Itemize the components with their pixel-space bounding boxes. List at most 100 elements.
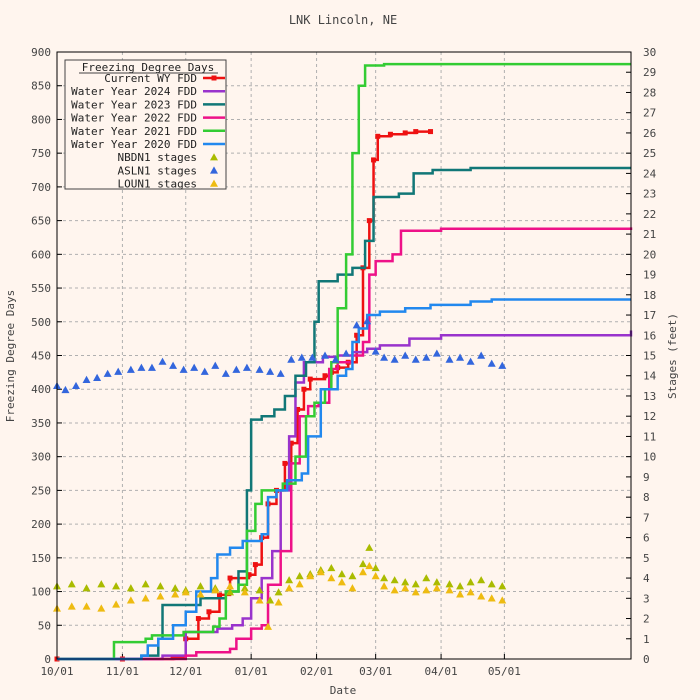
fdd-point xyxy=(227,575,233,581)
stage-point xyxy=(200,367,209,375)
fdd-point xyxy=(428,129,434,135)
y2-tick-label: 20 xyxy=(643,248,656,261)
stage-point xyxy=(67,580,76,588)
fdd-point xyxy=(402,130,408,136)
stage-point xyxy=(477,351,486,359)
stage-point xyxy=(61,385,70,394)
y-tick-label: 300 xyxy=(31,451,51,464)
y2-tick-label: 30 xyxy=(643,46,656,59)
stage-point xyxy=(97,604,106,612)
stage-point xyxy=(141,580,150,588)
stage-point xyxy=(352,321,361,329)
legend-marker xyxy=(210,153,218,161)
y-tick-label: 400 xyxy=(31,383,51,396)
stage-point xyxy=(285,576,294,584)
y2-tick-label: 21 xyxy=(643,228,656,241)
legend-entry-label: Water Year 2024 FDD xyxy=(71,85,197,98)
stage-point xyxy=(97,580,106,588)
stage-point xyxy=(126,584,135,592)
series-current-wy-fdd xyxy=(54,129,434,662)
stage-point xyxy=(477,576,486,584)
stage-point xyxy=(266,596,275,604)
stage-point xyxy=(255,596,264,604)
y-tick-label: 350 xyxy=(31,417,51,430)
y2-tick-label: 4 xyxy=(643,572,650,585)
fdd-point xyxy=(371,157,377,163)
y2-tick-label: 5 xyxy=(643,552,650,565)
legend: Freezing Degree Days Current WY FDDWater… xyxy=(64,59,227,191)
y2-tick-label: 6 xyxy=(643,532,650,545)
stage-point xyxy=(380,582,389,590)
y2-tick-label: 1 xyxy=(643,633,650,646)
stage-point xyxy=(371,347,380,355)
legend-title: Freezing Degree Days xyxy=(82,61,214,74)
legend-marker xyxy=(210,179,218,187)
stage-point xyxy=(295,580,304,588)
stage-point xyxy=(126,596,135,604)
stage-point xyxy=(297,353,306,361)
stage-point xyxy=(226,588,235,596)
y2-tick-label: 22 xyxy=(643,208,656,221)
fdd-point xyxy=(413,129,419,135)
stage-point xyxy=(337,578,346,586)
x-tick-label: 05/01 xyxy=(488,665,521,678)
stage-point xyxy=(82,375,91,383)
x-tick-label: 12/01 xyxy=(169,665,202,678)
fdd-point xyxy=(206,609,212,615)
y2-tick-label: 2 xyxy=(643,613,650,626)
series-water-year-2021-fdd xyxy=(57,62,631,661)
y2-tick-label: 16 xyxy=(643,329,656,342)
series-loun1-stages xyxy=(53,561,507,630)
tick-labels: 0501001502002503003504004505005506006507… xyxy=(31,46,656,678)
y2-tick-label: 0 xyxy=(643,653,650,666)
stage-point xyxy=(232,365,241,373)
fdd-point xyxy=(295,406,301,412)
y-tick-label: 500 xyxy=(31,316,51,329)
legend-entry-label: Water Year 2022 FDD xyxy=(71,112,197,125)
plot-frame xyxy=(56,51,632,660)
stage-point xyxy=(456,353,465,361)
x-tick-label: 02/01 xyxy=(300,665,333,678)
stage-point xyxy=(456,590,465,598)
stage-point xyxy=(156,582,165,590)
stage-point xyxy=(411,355,420,363)
y2-tick-label: 13 xyxy=(643,390,656,403)
series-asln1-stages xyxy=(53,317,507,394)
fdd-point xyxy=(366,218,372,224)
x-tick-label: 10/01 xyxy=(40,665,73,678)
fdd-point xyxy=(387,131,393,137)
y2-tick-label: 12 xyxy=(643,410,656,423)
stage-point xyxy=(390,586,399,594)
stage-point xyxy=(358,567,367,576)
stage-point xyxy=(445,355,454,363)
stage-point xyxy=(103,369,112,377)
stage-point xyxy=(411,588,420,596)
stage-point xyxy=(255,365,264,373)
stage-point xyxy=(211,586,220,594)
series-line xyxy=(57,298,631,661)
stage-point xyxy=(240,584,249,592)
stage-point xyxy=(498,361,507,369)
stage-point xyxy=(71,381,80,390)
stage-point xyxy=(487,359,496,367)
stage-point xyxy=(365,543,374,551)
fdd-point xyxy=(375,133,381,139)
series-line xyxy=(57,166,631,661)
fdd-point xyxy=(216,592,222,598)
stage-point xyxy=(466,357,475,365)
stage-point xyxy=(221,369,230,377)
stage-point xyxy=(498,582,507,590)
y-axis-label: Freezing Degree Days xyxy=(4,290,17,422)
stage-point xyxy=(82,602,91,610)
stage-point xyxy=(380,353,389,361)
legend-entry-label: Water Year 2021 FDD xyxy=(71,125,197,138)
stage-point xyxy=(171,590,180,598)
stage-point xyxy=(456,582,465,590)
y-tick-label: 850 xyxy=(31,80,51,93)
stage-point xyxy=(112,582,121,590)
fdd-point xyxy=(288,440,294,446)
stage-point xyxy=(295,572,304,580)
legend-entry-label: NBDN1 stages xyxy=(118,151,197,164)
